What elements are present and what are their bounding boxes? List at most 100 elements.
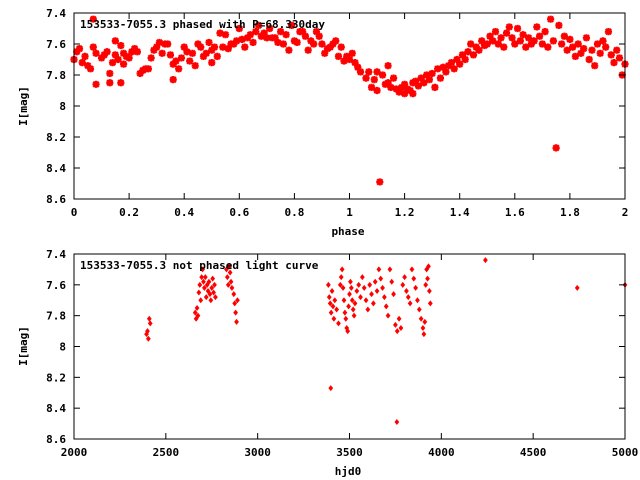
phased-data-point [524,34,533,42]
phased-data-point [580,45,588,53]
phased-data-point [75,45,84,53]
unphased-data-point [198,297,204,304]
phased-data-point [103,48,111,56]
phased-data-point [299,28,307,36]
phased-data-point [282,31,290,39]
phased-data-point [254,21,263,29]
unphased-data-point [382,294,387,301]
phased-data-point [277,28,285,36]
phased-data-point [345,55,354,64]
unphased-data-point [195,312,201,319]
unphased-data-point [425,275,430,282]
unphased-data-point [341,297,347,304]
unphased-data-point [418,315,424,322]
unphased-data-point [396,315,402,322]
unphased-data-point [354,288,360,294]
unphased-data-point [383,303,389,310]
phased-data-point [535,32,544,40]
unphased-y-tick-label: 7.6 [46,279,66,292]
phased-y-tick-label: 8 [59,100,66,113]
phased-x-tick-label: 0 [71,206,78,219]
phased-data-point [527,40,535,48]
phased-data-point [155,38,164,47]
phased-data-point [92,80,100,88]
phased-data-point [373,68,381,76]
phased-data-point [522,43,530,51]
phased-data-point [111,37,119,45]
unphased-data-point [197,281,203,288]
unphased-data-point [367,281,373,288]
phased-data-point [106,79,114,87]
phased-data-point [119,49,128,57]
unphased-data-point [206,278,212,285]
phased-data-point [293,38,301,47]
unphased-data-point [402,274,407,281]
unphased-data-point [228,278,234,285]
phased-data-point [475,46,483,54]
phased-data-point [497,34,505,42]
unphased-data-point [361,284,367,291]
phased-y-tick-label: 8.4 [46,162,66,175]
unphased-data-point [380,284,385,291]
phased-data-point [533,23,541,31]
phased-data-point [175,65,183,73]
unphased-data-point [342,309,348,316]
phased-x-tick-label: 0.2 [119,206,139,219]
unphased-data-point [329,288,335,294]
phased-data-point [502,29,511,37]
unphased-data-point [145,328,150,335]
phased-axis-ticks: 0 0.2 0.4 0.6 0.8 1 1.2 1.4 1.6 1.8 2 7.4 7.6 7.8 8 8.2… [46,7,628,219]
phased-data-point [232,37,241,45]
phased-data-point [334,52,343,60]
phased-x-tick-label: 1.2 [395,206,415,219]
unphased-data-points [144,257,628,426]
unphased-data-point [365,306,371,313]
unphased-data-point [393,321,398,328]
phased-data-point [367,83,376,91]
phased-x-tick-label: 1.8 [560,206,580,219]
unphased-x-tick-label: 3500 [336,446,363,459]
phased-data-point [356,68,365,76]
phased-data-point [150,46,158,54]
phased-data-point [566,35,574,43]
phased-data-point [301,32,310,40]
unphased-data-point [394,419,400,426]
unphased-data-point [337,281,343,288]
phased-data-point [114,55,122,64]
phased-data-point [401,90,409,98]
unphased-data-point [423,281,429,288]
unphased-data-point [212,281,217,288]
phased-data-point [279,40,287,48]
unphased-x-tick-label: 3000 [244,446,271,459]
phased-data-point [183,48,191,56]
phased-data-point [100,51,108,59]
unphased-data-point [203,294,209,301]
phased-data-point [602,43,610,51]
unphased-data-point [199,274,205,281]
phased-data-point [615,54,624,62]
phased-data-point [340,57,348,65]
phased-data-point [199,52,208,60]
phased-data-point [78,59,86,67]
phased-data-point [445,62,453,70]
unphased-data-point [404,288,409,294]
phased-light-curve-panel: 0 0.2 0.4 0.6 0.8 1 1.2 1.4 1.6 1.8 2 7.4 7.6 7.8 8 8.2… [17,7,629,238]
phased-data-point [453,55,461,64]
unphased-data-point [378,275,384,282]
phased-data-point [370,76,378,84]
phased-data-point [362,74,370,82]
phased-data-point [177,54,186,62]
unphased-data-point [201,278,206,285]
unphased-data-point [405,294,411,301]
phased-data-point [569,43,577,51]
unphased-plot-title: 153533-7055.3 not phased light curve [80,259,319,272]
phased-data-point [412,77,420,85]
phased-y-axis-label: I[mag] [17,86,30,126]
phased-data-point [92,49,100,57]
phased-data-point [304,46,312,54]
unphased-data-point [421,331,427,338]
phased-data-point [538,40,546,48]
phased-data-point [571,52,580,60]
unphased-data-point [385,312,391,319]
phased-data-point [208,46,216,54]
